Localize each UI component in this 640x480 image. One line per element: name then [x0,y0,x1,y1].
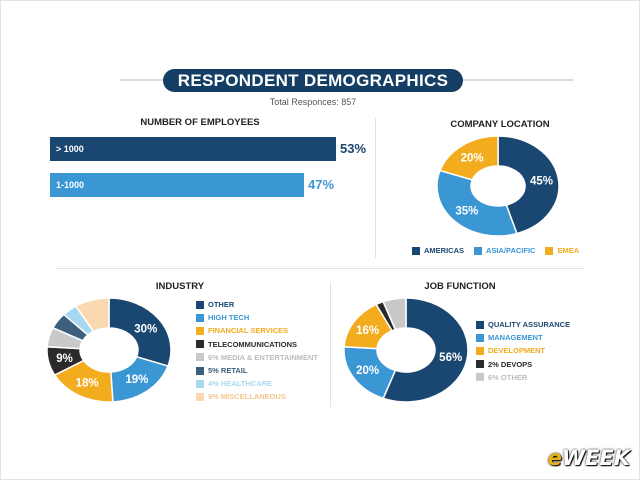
location-legend-label: EMEA [557,246,580,256]
industry-legend-swatch [196,313,204,322]
job-function-slice-label: 16% [356,325,379,337]
title-rule-left [120,79,163,81]
industry-legend-label: TELECOMMUNICATIONS [208,339,298,349]
industry-legend-label: OTHER [208,300,235,310]
job-function-title: JOB FUNCTION [424,281,496,292]
page-title: RESPONDENT DEMOGRAPHICS [163,69,463,92]
industry-legend-item: 9% MISCELLANEOUS [196,390,318,403]
job-function-slice-label: 56% [439,352,462,364]
job-function-legend-swatch [476,320,484,329]
employees-bar-1000: > 1000 [50,137,336,161]
job-function-slice-quality-assurance [382,297,469,403]
eweek-logo: eWEEK [547,446,630,470]
location-legend-swatch [474,246,483,255]
job-function-legend-item: DEVELOPMENT [476,344,570,357]
job-function-legend-label: 6% OTHER [488,372,528,382]
location-slice-label: 35% [455,206,478,218]
industry-legend-item: 5% RETAIL [196,364,318,377]
divider-middle [55,268,585,269]
location-slice-asia-pacific [436,169,518,237]
job-function-legend: QUALITY ASSURANCE MANAGEMENT DEVELOPMENT 2%… [476,318,570,384]
industry-legend-item: OTHER [196,298,318,311]
divider-top [375,118,376,258]
industry-slice-other [108,297,172,367]
job-function-legend-swatch [476,346,484,355]
job-function-legend-swatch [476,333,484,342]
employees-bar-value-label: 53% [340,141,367,156]
job-function-legend-item: 2% DEVOPS [476,358,570,371]
employees-bar-1-1000: 1-1000 [50,173,304,197]
location-legend: AMERICAS ASIA/PACIFIC EMEA [412,244,579,257]
industry-legend-swatch [196,353,204,362]
location-legend-item: EMEA [545,244,579,257]
industry-legend-swatch [196,366,204,375]
employees-title: NUMBER OF EMPLOYEES [140,117,260,128]
location-legend-swatch [545,246,554,255]
location-slice-label: 45% [530,176,553,188]
divider-bottom [330,282,331,407]
page-subtitle: Total Responces: 857 [269,97,357,107]
location-legend-item: ASIA/PACIFIC [474,244,535,257]
job-function-legend-label: 2% DEVOPS [488,359,533,369]
job-function-legend-swatch [476,373,484,382]
industry-legend-swatch [196,326,204,335]
industry-legend-swatch [196,300,204,309]
job-function-slice-label: 20% [356,365,379,377]
industry-legend-swatch [196,392,204,401]
industry-legend-swatch [196,379,204,388]
industry-legend-item: 4% HEALTHCARE [196,377,318,390]
industry-legend-label: 4% HEALTHCARE [208,379,273,389]
industry-legend-label: 9% MISCELLANEOUS [208,392,286,402]
location-legend-label: ASIA/PACIFIC [486,246,536,256]
job-function-legend-swatch [476,360,484,369]
job-function-legend-item: MANAGEMENT [476,331,570,344]
industry-legend-item: 6% MEDIA & ENTERTAINMENT [196,351,318,364]
industry-legend-label: 5% RETAIL [208,366,248,376]
industry-slice-label: 18% [76,377,99,389]
location-legend-label: AMERICAS [424,246,465,256]
job-function-slice-other [382,297,407,331]
location-title: COMPANY LOCATION [450,119,550,130]
job-function-legend-label: MANAGEMENT [488,333,543,343]
employees-bar-value-label: 47% [308,177,335,192]
job-function-legend-label: DEVELOPMENT [488,346,546,356]
industry-legend-item: FINANCIAL SERVICES [196,324,318,337]
job-function-donut-chart: 56% 20% 16% [343,297,469,403]
location-slice-emea [438,135,499,181]
industry-legend-label: HIGH TECH [208,313,250,323]
industry-slice-label: 9% [56,353,73,365]
location-legend-swatch [412,246,420,255]
industry-legend-item: HIGH TECH [196,311,318,324]
location-legend-item: AMERICAS [412,244,464,257]
industry-title: INDUSTRY [155,281,205,292]
industry-legend-label: FINANCIAL SERVICES [208,326,289,336]
job-function-legend-label: QUALITY ASSURANCE [488,320,571,330]
industry-slice-miscellaneous [74,297,110,333]
job-function-legend-item: QUALITY ASSURANCE [476,318,570,331]
location-donut-chart: 45% 35% 20% [436,135,560,237]
job-function-legend-item: 6% OTHER [476,371,570,384]
location-slice-label: 20% [461,153,484,165]
industry-legend: OTHER HIGH TECH FINANCIAL SERVICES TELECOMM… [196,298,318,404]
industry-legend-label: 6% MEDIA & ENTERTAINMENT [208,352,319,362]
industry-legend-swatch [196,340,204,349]
location-slice-americas [497,135,560,235]
industry-slice-label: 30% [134,323,157,335]
industry-donut-chart: 30% 19% 18%9% [46,297,172,403]
title-rule-right [463,79,573,81]
industry-legend-item: TELECOMMUNICATIONS [196,338,318,351]
industry-slice-label: 19% [125,374,148,386]
